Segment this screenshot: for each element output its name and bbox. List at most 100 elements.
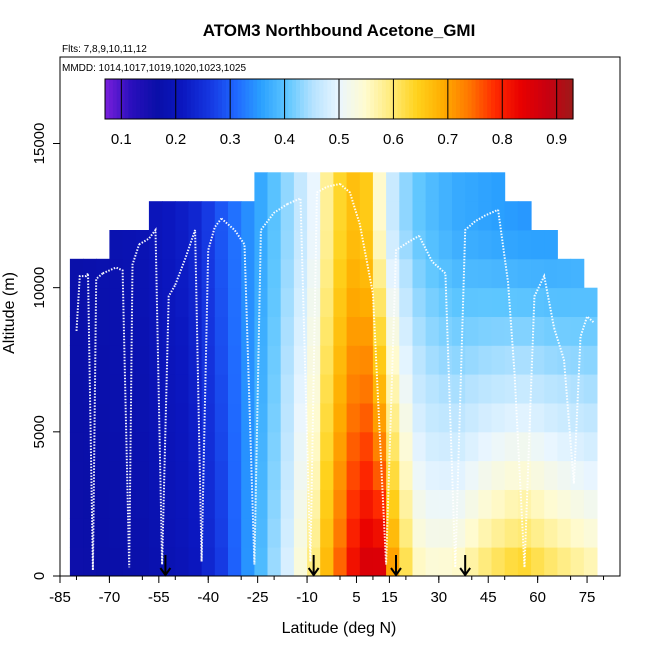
heatmap-cell <box>175 230 189 260</box>
colorbar-swatch <box>557 79 562 119</box>
heatmap-cell <box>583 431 598 462</box>
heatmap-cell <box>531 460 545 490</box>
colorbar-tick-label: 0.3 <box>220 131 241 148</box>
heatmap-cell <box>320 518 334 548</box>
heatmap-cell <box>96 374 110 404</box>
heatmap-cell <box>452 431 466 462</box>
y-tick-label: 10000 <box>31 267 48 309</box>
heatmap-cell <box>69 489 84 519</box>
heatmap-cell <box>478 518 493 548</box>
heatmap-cell <box>465 172 479 202</box>
colorbar-swatch <box>354 79 360 119</box>
heatmap-cell <box>188 403 203 433</box>
heatmap-cell <box>201 431 216 462</box>
heatmap-cell <box>96 287 110 317</box>
heatmap-cell <box>359 431 374 462</box>
colorbar-swatch <box>241 79 246 119</box>
heatmap-cell <box>452 316 466 346</box>
y-axis-label: Altitude (m) <box>1 272 18 354</box>
heatmap-cell <box>122 403 137 433</box>
heatmap-cell <box>333 230 348 260</box>
heatmap-cell <box>359 345 374 375</box>
colorbar-swatch <box>175 79 180 119</box>
colorbar-swatch <box>487 79 492 119</box>
heatmap-cell <box>333 489 348 519</box>
heatmap-cell <box>412 547 427 577</box>
colorbar-swatch <box>565 79 570 119</box>
heatmap-cell <box>162 201 176 231</box>
colorbar-swatch <box>233 79 239 119</box>
flight-tracks <box>75 182 595 571</box>
heatmap-cell <box>386 230 400 260</box>
colorbar-swatch <box>319 79 324 119</box>
heatmap-cell <box>69 431 84 462</box>
heatmap-cell <box>412 316 427 346</box>
heatmap-cell <box>228 316 242 346</box>
heatmap-cell <box>491 230 506 260</box>
colorbar-swatch <box>358 79 363 119</box>
colorbar-swatch <box>268 79 274 119</box>
heatmap-cell <box>201 201 216 231</box>
heatmap-cell <box>109 230 124 260</box>
heatmap-cell <box>372 460 387 490</box>
heatmap-cell <box>491 287 506 317</box>
heatmap-cell <box>438 518 453 548</box>
heatmap-cell <box>412 374 427 404</box>
x-tick-label: -25 <box>247 589 269 606</box>
heatmap-cell <box>425 345 440 375</box>
heatmap-cell <box>333 316 348 346</box>
heatmap-cell <box>386 518 400 548</box>
colorbar-swatch <box>514 79 519 119</box>
colorbar-swatch <box>471 79 477 119</box>
colorbar-swatch <box>366 79 371 119</box>
heatmap-cell <box>214 374 229 404</box>
heatmap-cell <box>175 547 189 577</box>
colorbar-swatch <box>331 79 336 119</box>
colorbar-tick-label: 0.5 <box>329 131 350 148</box>
heatmap-cell <box>254 287 269 317</box>
x-tick-label: 5 <box>352 589 360 606</box>
heatmap-cell <box>491 172 506 202</box>
colorbar-swatch <box>136 79 141 119</box>
heatmap-cell <box>531 403 545 433</box>
x-tick-label: 60 <box>529 589 546 606</box>
colorbar-swatch <box>448 79 453 119</box>
heatmap-cell <box>465 230 479 260</box>
heatmap-cell <box>544 345 558 375</box>
heatmap-cell <box>162 230 176 260</box>
heatmap-cell <box>307 431 321 462</box>
flight-track <box>138 227 177 565</box>
x-tick-label: -70 <box>99 589 121 606</box>
heatmap-cell <box>254 489 269 519</box>
colorbar-swatch <box>510 79 516 119</box>
heatmap-cell <box>188 374 203 404</box>
heatmap-cell <box>452 172 466 202</box>
heatmap-cell <box>109 431 124 462</box>
x-axis-label: Latitude (deg N) <box>282 620 397 637</box>
heatmap-cell <box>109 316 124 346</box>
heatmap-cell <box>333 518 348 548</box>
colorbar-tick-label: 0.2 <box>165 131 186 148</box>
heatmap-cell <box>491 345 506 375</box>
heatmap-cell <box>517 345 532 375</box>
heatmap-cell <box>544 374 558 404</box>
x-tick-label: 30 <box>430 589 447 606</box>
heatmap-cell <box>293 518 308 548</box>
heatmap-cell <box>465 201 479 231</box>
heatmap-cell <box>478 287 493 317</box>
heatmap-cell <box>491 403 506 433</box>
heatmap-cell <box>372 374 387 404</box>
colorbar-swatch <box>491 79 496 119</box>
colorbar-swatch <box>179 79 184 119</box>
heatmap-cell <box>109 345 124 375</box>
heatmap-cell <box>214 518 229 548</box>
heatmap-cell <box>544 547 558 577</box>
heatmap-cell <box>333 172 348 202</box>
heatmap-cell <box>570 518 585 548</box>
heatmap-cell <box>478 547 493 577</box>
colorbar-swatch <box>526 79 531 119</box>
heatmap-cell <box>372 431 387 462</box>
heatmap-cell <box>175 518 189 548</box>
heatmap-cell <box>267 287 282 317</box>
heatmap-cell <box>425 460 440 490</box>
